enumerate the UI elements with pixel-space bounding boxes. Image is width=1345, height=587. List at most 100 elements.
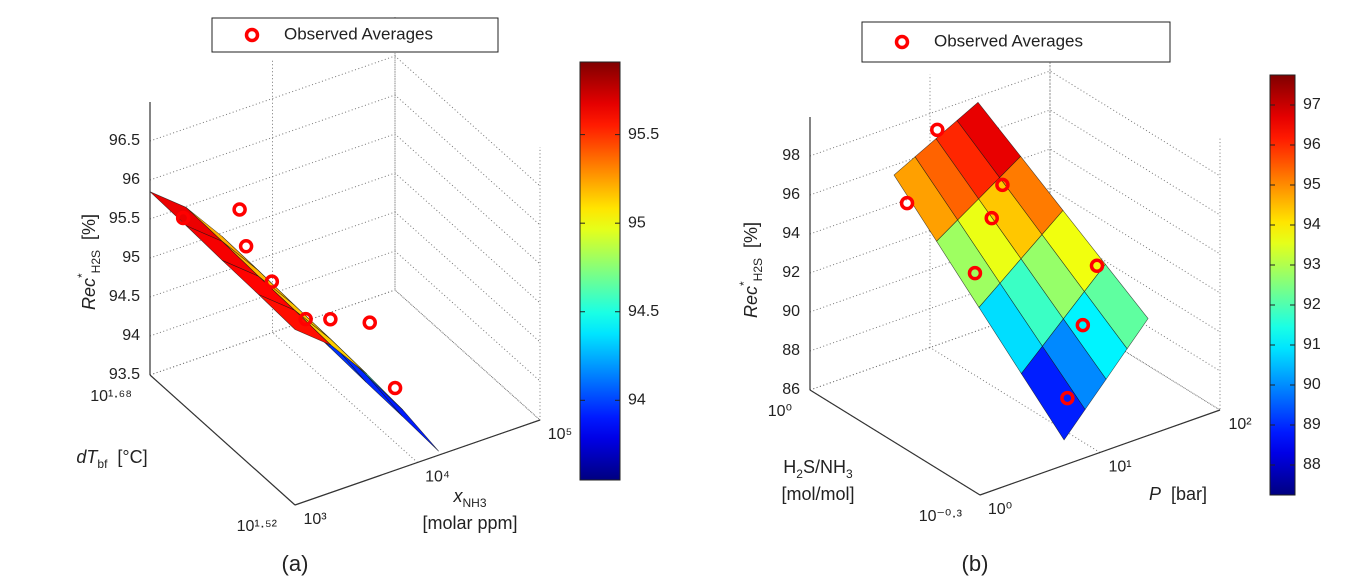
- x-tick-label: 10¹: [1108, 459, 1131, 476]
- grid-line: [809, 70, 1221, 177]
- observed-point: [930, 122, 945, 138]
- colorbar-tick-label: 90: [1303, 376, 1321, 393]
- observed-point: [238, 239, 254, 254]
- surface-patch: [1020, 345, 1086, 441]
- y-tick-label: 10¹·⁶⁸: [90, 388, 132, 405]
- observed-point: [1075, 317, 1091, 333]
- observed-point: [387, 380, 403, 396]
- label-run: dT: [76, 447, 99, 467]
- axis-label: Rec*H2S [%]: [737, 222, 765, 318]
- axis-label: dTbf [°C]: [76, 447, 147, 471]
- grid-line: [809, 148, 1221, 255]
- axis-label: xNH3: [452, 486, 486, 510]
- legend-label: Observed Averages: [934, 31, 1083, 50]
- observed-point: [232, 202, 247, 217]
- legend-label: Observed Averages: [284, 24, 433, 43]
- observed-point: [984, 210, 999, 226]
- z-tick-label: 92: [782, 264, 800, 281]
- z-tick-label: 98: [782, 147, 800, 164]
- x-tick-label: 10⁰: [988, 501, 1012, 518]
- legend-marker: [244, 27, 260, 43]
- colorbar-tick-label: 94.5: [628, 303, 659, 320]
- y-tick-label: 10¹·⁵²: [237, 518, 278, 535]
- label-run: *: [75, 273, 89, 278]
- axis-label: [mol/mol]: [781, 484, 854, 504]
- grid-line: [809, 187, 1221, 294]
- colorbar-tick-label: 91: [1303, 336, 1321, 353]
- observed-point: [362, 315, 377, 330]
- label-run: Rec: [79, 278, 99, 310]
- surface-patch: [258, 294, 332, 346]
- label-run: P: [1149, 484, 1161, 504]
- colorbar: [1269, 74, 1296, 496]
- y-tick-label: 10⁻⁰·³: [919, 508, 963, 525]
- axis-label: P [bar]: [1149, 484, 1207, 504]
- label-run: H2S: [751, 258, 765, 281]
- x-tick-label: 10⁴: [425, 469, 450, 486]
- label-run: [mol/mol]: [781, 484, 854, 504]
- z-tick-label: 96: [122, 171, 140, 188]
- observed-point: [1060, 390, 1075, 406]
- x-tick-label: 10²: [1228, 416, 1252, 433]
- label-run: Rec: [741, 286, 761, 318]
- label-run: NH3: [462, 496, 486, 510]
- x-tick-label: 10³: [303, 511, 327, 528]
- label-run: [%]: [741, 222, 761, 248]
- z-tick-label: 96: [782, 186, 800, 203]
- colorbar-tick-label: 97: [1303, 96, 1321, 113]
- label-run: S/NH: [803, 457, 846, 477]
- colorbar-tick-label: 92: [1303, 296, 1321, 313]
- grid-line: [809, 265, 1221, 372]
- label-run: [molar ppm]: [422, 513, 517, 533]
- z-tick-label: 94: [122, 327, 140, 344]
- observed-point: [264, 274, 280, 289]
- grid-line: [809, 32, 1051, 391]
- label-run: [bar]: [1171, 484, 1207, 504]
- label-run: [°C]: [117, 447, 147, 467]
- label-run: H2S: [89, 250, 103, 273]
- z-tick-label: 95.5: [109, 210, 140, 227]
- z-tick-label: 95: [122, 249, 140, 266]
- panel-label: (b): [962, 551, 989, 576]
- axis-label: [molar ppm]: [422, 513, 517, 533]
- colorbar-tick-label: 89: [1303, 416, 1321, 433]
- x-tick-label: 10⁵: [548, 426, 572, 443]
- label-run: bf: [97, 457, 108, 471]
- colorbar-tick-label: 88: [1303, 456, 1321, 473]
- z-tick-label: 96.5: [109, 132, 140, 149]
- grid-line: [149, 17, 396, 376]
- label-run: [%]: [79, 214, 99, 240]
- legend-box: [861, 21, 1171, 63]
- colorbar-tick-label: 93: [1303, 256, 1321, 273]
- y-tick-label: 10⁰: [768, 403, 792, 420]
- colorbar-tick-label: 95: [1303, 176, 1321, 193]
- grid-line: [149, 55, 541, 187]
- panel-label: (a): [282, 551, 309, 576]
- label-run: 3: [846, 467, 853, 481]
- colorbar-tick-label: 94: [628, 392, 646, 409]
- z-tick-label: 90: [782, 303, 800, 320]
- colorbar: [579, 61, 621, 481]
- grid-line: [809, 226, 1221, 333]
- z-tick-label: 94.5: [109, 288, 140, 305]
- legend-box: [211, 17, 499, 53]
- z-tick-label: 94: [782, 225, 800, 242]
- legend-marker: [894, 34, 910, 50]
- axis-line: [294, 419, 541, 506]
- grid-line: [809, 109, 1221, 216]
- label-run: x: [452, 486, 463, 506]
- observed-point: [995, 177, 1010, 193]
- axis-label: H2S/NH3: [783, 457, 853, 481]
- axis-line: [979, 409, 1221, 496]
- observed-point: [323, 311, 338, 327]
- z-tick-label: 93.5: [109, 366, 140, 383]
- axis-label: Rec*H2S [%]: [75, 214, 103, 310]
- axis-line: [809, 389, 981, 496]
- grid-line: [149, 94, 541, 226]
- axis-line: [149, 374, 296, 506]
- colorbar-tick-label: 95.5: [628, 126, 659, 143]
- observed-point: [175, 210, 191, 226]
- observed-point: [899, 195, 915, 211]
